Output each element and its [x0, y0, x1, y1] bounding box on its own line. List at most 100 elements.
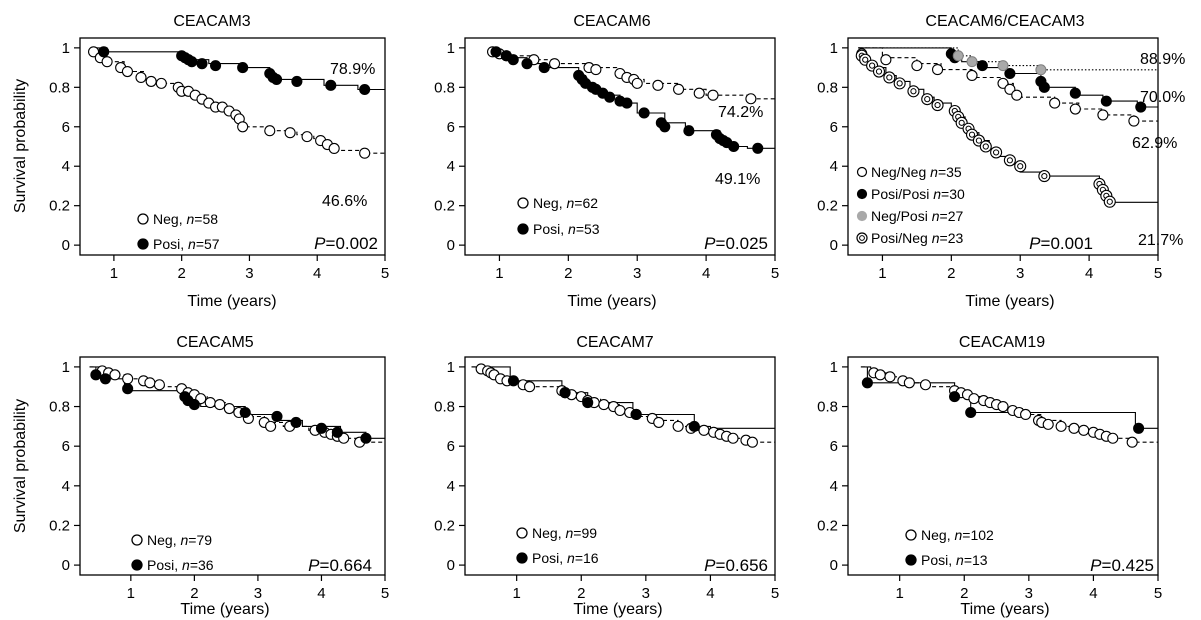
y-tick-label: 0.8	[49, 79, 70, 96]
censor-marker-posi	[683, 125, 695, 137]
censor-marker-posi	[559, 387, 571, 399]
x-tick-label: 1	[512, 585, 520, 602]
legend-marker-posi-posi	[856, 188, 868, 200]
censor-marker-posi	[507, 54, 519, 66]
y-tick-label: 4	[62, 158, 70, 175]
censor-marker-posi	[98, 46, 110, 58]
censor-marker-neg-neg	[1128, 115, 1140, 127]
y-ticks: 0 0.2 4 6 0.8 1	[49, 359, 80, 574]
censor-marker-posi	[621, 97, 633, 109]
x-tick-label: 2	[564, 265, 572, 282]
censor-marker-posi	[291, 75, 303, 87]
x-ticks: 1 2 3 4 5	[495, 255, 779, 282]
panel-title: CEACAM7	[576, 334, 653, 351]
y-tick-label: 4	[447, 158, 455, 175]
censor-marker-neg	[1078, 424, 1090, 436]
legend-label-neg: Neg, n=62	[533, 195, 598, 211]
y-ticks: 0 0.2 4 6 0.8 1	[434, 359, 465, 574]
x-tick-label: 1	[878, 265, 886, 282]
panel-title: CEACAM6	[573, 13, 650, 30]
censor-marker-posi	[271, 410, 283, 423]
censor-marker-neg	[631, 77, 643, 89]
x-axis-label: Time (years)	[573, 601, 662, 618]
y-tick-label: 0.2	[49, 517, 70, 534]
legend-marker-neg	[905, 529, 917, 541]
legend: Neg, n=79 Posi, n=36	[131, 532, 214, 573]
survival-curves	[88, 46, 385, 159]
censor-marker-neg	[693, 87, 705, 99]
censor-marker-neg	[153, 379, 165, 391]
x-tick-label: 4	[313, 265, 321, 282]
legend-label-posi: Posi, n=53	[533, 221, 600, 237]
censor-marker-neg	[549, 58, 561, 70]
y-tick-label: 6	[830, 119, 838, 136]
legend-label-neg-posi: Neg/Posi n=27	[871, 208, 963, 224]
censor-marker-posi	[630, 408, 642, 421]
censor-marker-posi	[521, 58, 533, 70]
legend-marker-neg	[131, 534, 143, 546]
legend-label-posi: Posi, n=36	[147, 557, 214, 573]
y-tick-label: 0.2	[817, 517, 838, 534]
censor-marker-posi	[949, 391, 961, 403]
legend: Neg, n=62 Posi, n=53	[517, 195, 600, 237]
survival-curves	[471, 363, 775, 448]
censor-marker-neg	[145, 75, 157, 87]
y-tick-label: 4	[830, 158, 838, 175]
censor-marker-neg	[698, 424, 710, 436]
censor-marker-posi	[237, 62, 249, 74]
censor-marker-neg	[223, 402, 235, 415]
censor-marker-neg-neg	[911, 60, 923, 72]
panel-ceacam6-ceacam3: CEACAM6/CEACAM3 Time (years) 1 2 3 4 5 0 0.2 4…	[817, 13, 1185, 310]
censor-marker-neg	[727, 432, 739, 444]
p-value: P=0.002	[314, 234, 378, 253]
censor-marker-neg	[121, 65, 133, 78]
survival-curves	[89, 365, 385, 448]
censor-marker-posi-posi	[976, 60, 988, 72]
x-tick-label: 4	[1085, 265, 1093, 282]
censor-marker-posi	[752, 142, 764, 154]
censor-marker-neg-neg	[1011, 89, 1023, 101]
censor-marker-neg	[874, 369, 886, 381]
censor-marker-posi	[210, 60, 222, 72]
survival-curves	[487, 46, 775, 154]
y-ticks: 0 0.2 4 6 0.8 1	[434, 40, 465, 254]
legend-marker-posi	[137, 238, 149, 250]
censor-marker-posi-neg-inner	[934, 101, 941, 109]
legend-label-neg: Neg, n=58	[153, 211, 218, 227]
plot-frame	[464, 356, 776, 576]
y-tick-label: 0.2	[817, 198, 838, 215]
x-axis-label: Time (years)	[567, 293, 656, 310]
y-tick-label: 0	[447, 557, 455, 574]
censor-marker-posi	[688, 420, 700, 432]
plot-frame	[79, 37, 386, 256]
survival-curves	[855, 47, 1158, 208]
censor-marker-posi	[196, 58, 208, 70]
censor-marker-neg	[214, 399, 226, 411]
legend-marker-posi	[905, 554, 917, 566]
censor-marker-neg	[109, 369, 121, 381]
legend-marker-posi	[517, 223, 529, 235]
x-tick-label: 2	[177, 265, 185, 282]
censor-marker-posi	[538, 62, 550, 74]
panel-title: CEACAM3	[173, 13, 250, 30]
censor-marker-neg	[1042, 418, 1054, 430]
y-axis-label: Survival probability	[12, 399, 29, 533]
censor-marker-posi	[728, 140, 740, 153]
censor-marker-posi-neg-inner	[1041, 172, 1048, 180]
y-tick-label: 0	[830, 557, 838, 574]
censor-marker-posi	[122, 383, 134, 395]
y-tick-label: 6	[830, 438, 838, 455]
end-pct-neg: 74.2%	[718, 104, 763, 121]
x-tick-label: 5	[1154, 265, 1162, 282]
censor-marker-posi-neg-inner	[862, 56, 869, 63]
censor-marker-neg	[707, 89, 719, 101]
censor-marker-neg-neg	[880, 54, 892, 66]
censor-marker-posi	[507, 375, 519, 387]
censor-marker-posi-posi	[1069, 87, 1081, 99]
y-tick-label: 4	[447, 478, 455, 495]
censor-marker-posi-posi	[1100, 95, 1112, 107]
legend-label-neg: Neg, n=102	[921, 527, 994, 543]
censor-marker-posi	[604, 91, 616, 103]
x-tick-label: 3	[245, 265, 253, 282]
